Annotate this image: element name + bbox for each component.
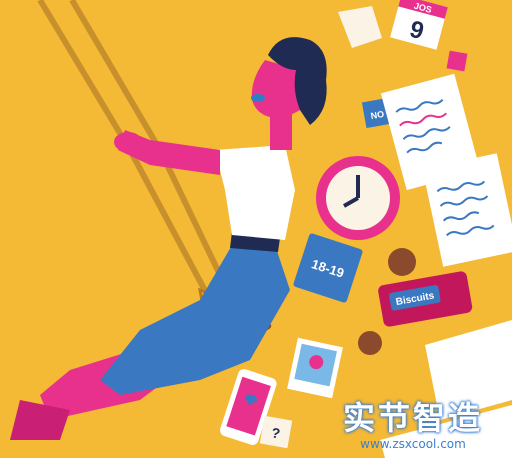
photo-icon <box>287 337 343 399</box>
smartphone-icon <box>220 369 277 445</box>
keyboard-corner <box>380 405 512 458</box>
notebook-icon: 18-19 <box>293 233 363 303</box>
note-label: NO <box>370 109 385 121</box>
calendar-month: JOS <box>413 1 433 15</box>
skirt <box>100 240 290 395</box>
calendar-icon: JOS 9 <box>390 0 448 50</box>
watermark-url: www.zsxcool.com <box>360 437 466 451</box>
biscuit-pack: Biscuits <box>378 271 473 327</box>
paper-sheet <box>425 320 512 420</box>
watermark: 实节智造 www.zsxcool.com <box>318 393 508 451</box>
cracked-biscuit <box>338 6 382 48</box>
cookie-icon <box>358 331 382 355</box>
hair <box>268 37 327 126</box>
arms <box>114 130 220 175</box>
shirt <box>215 145 295 240</box>
watermark-cjk: 实节智造 <box>342 399 483 437</box>
head <box>251 37 327 150</box>
cookie-icon <box>388 248 416 276</box>
paper-sheet <box>422 153 512 267</box>
clock-icon <box>316 156 400 240</box>
svg-text:?: ? <box>270 424 281 441</box>
paper-sheet <box>380 73 481 191</box>
question-note: ? <box>259 415 293 449</box>
